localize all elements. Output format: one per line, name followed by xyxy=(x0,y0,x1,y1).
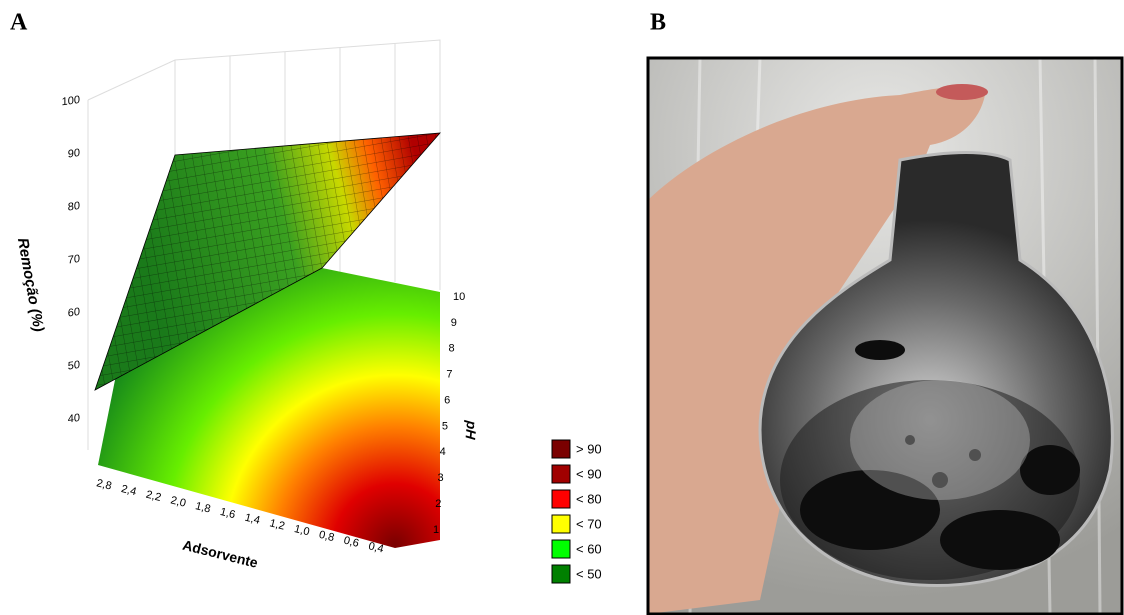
x-tick-label: 2,4 xyxy=(120,483,138,498)
x-tick-label: 0,8 xyxy=(318,529,336,544)
z-tick-label: 60 xyxy=(68,306,80,320)
legend-swatch xyxy=(551,514,571,534)
z-tick-label: 100 xyxy=(62,94,80,109)
legend-label: < 50 xyxy=(576,566,602,581)
x-tick-label: 1,0 xyxy=(293,523,311,538)
y-tick-label: 4 xyxy=(440,446,446,458)
x-tick-label: 1,4 xyxy=(244,512,262,527)
legend-swatch xyxy=(551,439,571,459)
x-tick-label: 0,4 xyxy=(367,540,385,555)
z-tick-label: 50 xyxy=(68,359,80,373)
legend-label: < 70 xyxy=(576,516,602,531)
x-tick-label: 1,6 xyxy=(219,506,237,521)
surface-mesh xyxy=(95,133,440,390)
y-tick-label: 2 xyxy=(435,498,441,510)
x-tick-label: 2,8 xyxy=(95,477,113,492)
z-tick-label: 70 xyxy=(68,253,80,267)
legend-label: < 90 xyxy=(576,466,602,481)
legend-label: < 80 xyxy=(576,491,602,506)
x-tick-label: 0,6 xyxy=(342,535,360,550)
x-tick-label: 2,0 xyxy=(169,494,187,509)
panel-label: B xyxy=(650,10,666,36)
y-axis-title: pH xyxy=(462,419,480,441)
legend-swatch xyxy=(551,539,571,559)
legend-swatch xyxy=(551,564,571,584)
y-tick-label: 8 xyxy=(449,343,455,355)
x-tick-label: 2,2 xyxy=(145,489,163,504)
z-tick-label: 80 xyxy=(68,200,80,214)
legend-label: < 60 xyxy=(576,541,602,556)
y-tick-label: 5 xyxy=(442,420,448,432)
z-axis-title: Remoção (%) xyxy=(14,237,47,334)
y-tick-label: 10 xyxy=(453,291,465,303)
y-tick-label: 3 xyxy=(437,472,443,484)
x-tick-label: 1,8 xyxy=(194,500,212,515)
y-tick-label: 7 xyxy=(446,369,452,381)
panel-label: A xyxy=(10,10,28,36)
legend-label: > 90 xyxy=(576,441,602,456)
z-tick-label: 40 xyxy=(68,412,80,426)
z-tick-label: 90 xyxy=(68,147,80,161)
x-tick-label: 1,2 xyxy=(268,517,286,532)
y-tick-label: 9 xyxy=(451,317,457,329)
legend-swatch xyxy=(551,464,571,484)
x-axis-title: Adsorvente xyxy=(181,537,260,571)
legend-swatch xyxy=(551,489,571,509)
photo xyxy=(646,56,1124,615)
y-tick-label: 1 xyxy=(433,524,439,536)
y-tick-label: 6 xyxy=(444,394,450,406)
